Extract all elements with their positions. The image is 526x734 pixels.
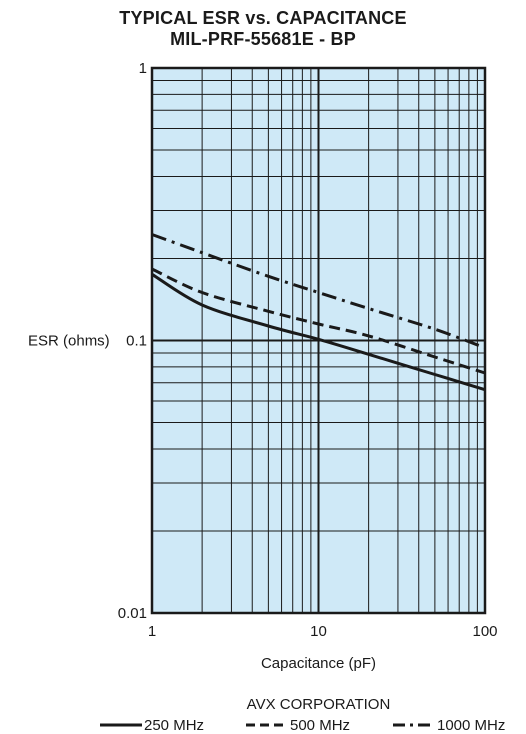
y-axis-label: ESR (ohms) [28, 333, 110, 350]
series-line-1000-mhz [151, 233, 486, 350]
chart-title: TYPICAL ESR vs. CAPACITANCE [119, 8, 407, 28]
legend: 250 MHz 500 MHz 1000 MHz [100, 717, 505, 734]
series-line-500-mhz [151, 267, 486, 375]
legend-label: 250 MHz [144, 717, 204, 734]
company-name: AVX CORPORATION [247, 696, 391, 713]
chart-subtitle: MIL-PRF-55681E - BP [170, 29, 356, 49]
legend-label: 1000 MHz [437, 717, 505, 734]
y-tick-label: 1 [139, 60, 147, 77]
plot-frame [150, 66, 487, 615]
x-tick-label: 1 [148, 623, 156, 640]
x-axis-label: Capacitance (pF) [261, 655, 376, 672]
series-lines [151, 233, 486, 392]
series-line-250-mhz [151, 273, 486, 392]
y-tick-label: 0.1 [126, 333, 147, 350]
tick-labels: 0.01 0.1 1 1 10 100 [118, 60, 498, 640]
legend-label: 500 MHz [290, 717, 350, 734]
y-tick-label: 0.01 [118, 605, 147, 622]
x-tick-label: 10 [310, 623, 327, 640]
x-tick-label: 100 [472, 623, 497, 640]
